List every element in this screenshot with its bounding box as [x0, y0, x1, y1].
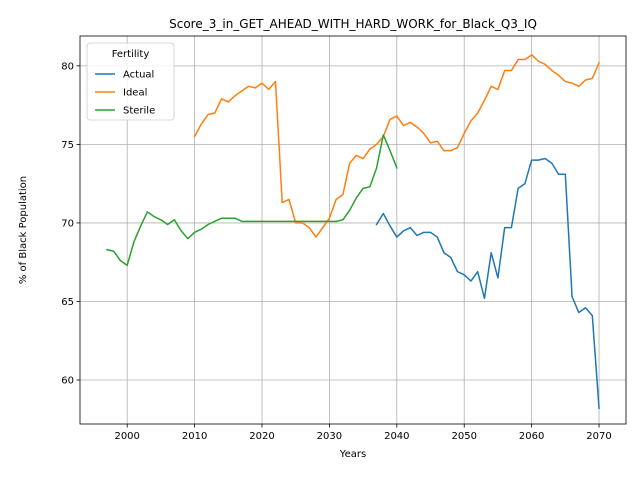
legend-entry-actual: Actual: [123, 70, 154, 81]
series-line-actual: [375, 157, 600, 410]
y-tick-label: 70: [61, 218, 74, 229]
x-axis-label: Years: [339, 449, 366, 460]
series-layer: [106, 54, 601, 410]
grid-lines: [80, 36, 626, 424]
y-tick-label: 60: [61, 376, 74, 387]
legend-box: [86, 42, 175, 121]
chart-title: Score_3_in_GET_AHEAD_WITH_HARD_WORK_for_…: [169, 17, 537, 31]
x-tick-label: 2010: [182, 431, 207, 442]
x-tick-label: 2070: [586, 431, 611, 442]
x-tick-label: 2030: [317, 431, 342, 442]
x-tick-label: 2040: [384, 431, 409, 442]
legend-entry-sterile: Sterile: [123, 106, 155, 117]
y-tick-label: 75: [61, 140, 74, 151]
y-tick-label: 65: [61, 297, 74, 308]
x-tick-label: 2020: [249, 431, 274, 442]
plot-frame: [79, 35, 627, 425]
x-tick-label: 2050: [451, 431, 476, 442]
legend-entry-ideal: Ideal: [123, 88, 147, 99]
legend: Fertility Actual Ideal Sterile: [86, 42, 175, 121]
y-tick-label: 80: [61, 61, 74, 72]
y-axis-label: % of Black Population: [18, 176, 29, 284]
x-tick-label: 2060: [519, 431, 544, 442]
legend-title: Fertility: [112, 49, 150, 60]
x-axis-ticks: 2000 2010 2020 2030 2040 2050 2060 2070: [114, 424, 612, 442]
x-tick-label: 2000: [114, 431, 139, 442]
series-line-sterile: [106, 134, 398, 267]
y-axis-ticks: 60 65 70 75 80: [61, 61, 80, 387]
series-line-ideal: [193, 54, 601, 238]
